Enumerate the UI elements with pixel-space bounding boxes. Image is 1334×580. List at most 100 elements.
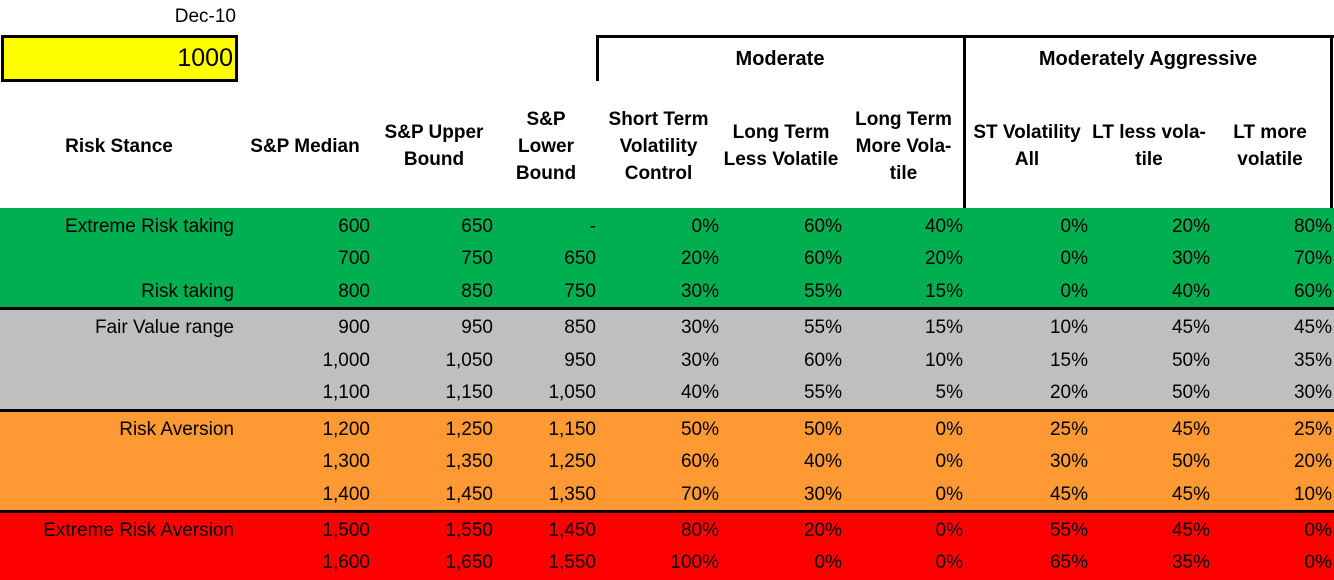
table-cell: 1,350 <box>445 451 493 472</box>
band-divider <box>0 307 1334 310</box>
risk-stance-cell: Extreme Risk taking <box>65 216 234 237</box>
table-cell: 60% <box>680 451 719 472</box>
column-header: LT more volatile <box>1210 88 1330 204</box>
table-cell: 0% <box>935 520 963 541</box>
date-label: Dec-10 <box>174 6 236 27</box>
column-header-line: Bound <box>403 149 465 170</box>
table-cell: 0% <box>1304 552 1332 573</box>
table-cell: 55% <box>803 382 842 403</box>
column-header: LT less vola-tile <box>1088 88 1210 204</box>
column-header: Long Term Less Volatile <box>720 88 842 204</box>
risk-stance-cell: Extreme Risk Aversion <box>43 520 234 541</box>
table-cell: 20% <box>924 248 963 269</box>
column-header: Short Term Volatility Control <box>597 88 720 204</box>
table-cell: 1,650 <box>445 552 493 573</box>
table-cell: 1,350 <box>548 484 596 505</box>
column-header-line: Long Term <box>855 108 952 130</box>
column-header: Risk Stance <box>0 88 238 204</box>
band-divider <box>0 510 1334 513</box>
table-cell: 45% <box>1171 419 1210 440</box>
table-cell: 30% <box>1049 451 1088 472</box>
input-cell[interactable]: 1000 <box>1 35 238 82</box>
table-cell: 25% <box>1049 419 1088 440</box>
table-cell: 10% <box>1049 317 1088 338</box>
table-cell: 25% <box>1293 419 1332 440</box>
band-red <box>0 511 1334 580</box>
table-cell: 0% <box>1304 520 1332 541</box>
table-cell: 40% <box>924 216 963 237</box>
table-cell: 60% <box>803 248 842 269</box>
column-header: S&P Lower Bound <box>496 88 596 204</box>
column-header-line: Volatility <box>619 135 698 157</box>
table-cell: 55% <box>803 281 842 302</box>
table-cell: 1,150 <box>548 419 596 440</box>
column-header-line: LT less vola- <box>1092 122 1206 143</box>
table-cell: 900 <box>338 317 370 338</box>
table-cell: 65% <box>1049 552 1088 573</box>
table-cell: 650 <box>461 216 493 237</box>
column-header-line: S&P Upper <box>384 122 484 143</box>
table-cell: 80% <box>1293 216 1332 237</box>
table-cell: 60% <box>803 350 842 371</box>
table-cell: 650 <box>564 248 596 269</box>
table-cell: 950 <box>564 350 596 371</box>
table-cell: 1,550 <box>548 552 596 573</box>
risk-stance-cell <box>0 446 234 478</box>
table-cell: 800 <box>338 281 370 302</box>
table-cell: 45% <box>1049 484 1088 505</box>
table-cell: 45% <box>1293 317 1332 338</box>
table-cell: 15% <box>1049 350 1088 371</box>
column-header-line: Lower <box>518 135 574 157</box>
column-header-line: tile <box>1135 149 1163 170</box>
column-header: S&P Upper Bound <box>372 88 496 204</box>
table-cell: 1,600 <box>322 552 370 573</box>
band-divider <box>0 409 1334 412</box>
table-cell: 30% <box>1293 382 1332 403</box>
column-header: ST Volatility All <box>966 88 1088 204</box>
table-cell: 1,200 <box>322 419 370 440</box>
table-cell: 70% <box>680 484 719 505</box>
column-header: Long Term More Vola-tile <box>844 88 963 204</box>
table-cell: 1,400 <box>322 484 370 505</box>
column-header-line: Long Term <box>732 122 830 143</box>
column-header-line: Risk Stance <box>65 135 173 157</box>
risk-stance-cell <box>0 547 234 579</box>
table-cell: 1,500 <box>322 520 370 541</box>
table-cell: 70% <box>1293 248 1332 269</box>
band-green <box>0 208 1334 308</box>
table-cell: 30% <box>803 484 842 505</box>
table-cell: 15% <box>924 281 963 302</box>
table-cell: 850 <box>461 281 493 302</box>
table-cell: 45% <box>1171 317 1210 338</box>
table-cell: - <box>589 216 596 237</box>
table-cell: 0% <box>1060 248 1088 269</box>
column-header-line: Less Volatile <box>723 149 839 170</box>
table-cell: 35% <box>1171 552 1210 573</box>
table-cell: 50% <box>1171 350 1210 371</box>
table-cell: 50% <box>1171 382 1210 403</box>
table-cell: 15% <box>924 317 963 338</box>
table-cell: 10% <box>924 350 963 371</box>
table-cell: 1,450 <box>445 484 493 505</box>
risk-stance-cell: Fair Value range <box>94 317 234 338</box>
column-header-line: Short Term <box>608 108 709 130</box>
table-cell: 35% <box>1293 350 1332 371</box>
risk-stance-cell: Risk Aversion <box>119 419 234 440</box>
table-cell: 0% <box>935 484 963 505</box>
moderate-left-border <box>596 35 599 81</box>
table-cell: 40% <box>680 382 719 403</box>
table-cell: 45% <box>1171 520 1210 541</box>
risk-stance-cell <box>0 345 234 377</box>
table-cell: 0% <box>691 216 719 237</box>
table-cell: 30% <box>680 317 719 338</box>
table-cell: 20% <box>1049 382 1088 403</box>
table-cell: 60% <box>1293 281 1332 302</box>
table-cell: 0% <box>935 419 963 440</box>
table-cell: 50% <box>1171 451 1210 472</box>
risk-stance-cell <box>0 243 234 275</box>
table-cell: 20% <box>803 520 842 541</box>
column-header-line: All <box>1014 149 1040 170</box>
table-cell: 1,550 <box>445 520 493 541</box>
table-cell: 30% <box>1171 248 1210 269</box>
table-cell: 40% <box>1171 281 1210 302</box>
